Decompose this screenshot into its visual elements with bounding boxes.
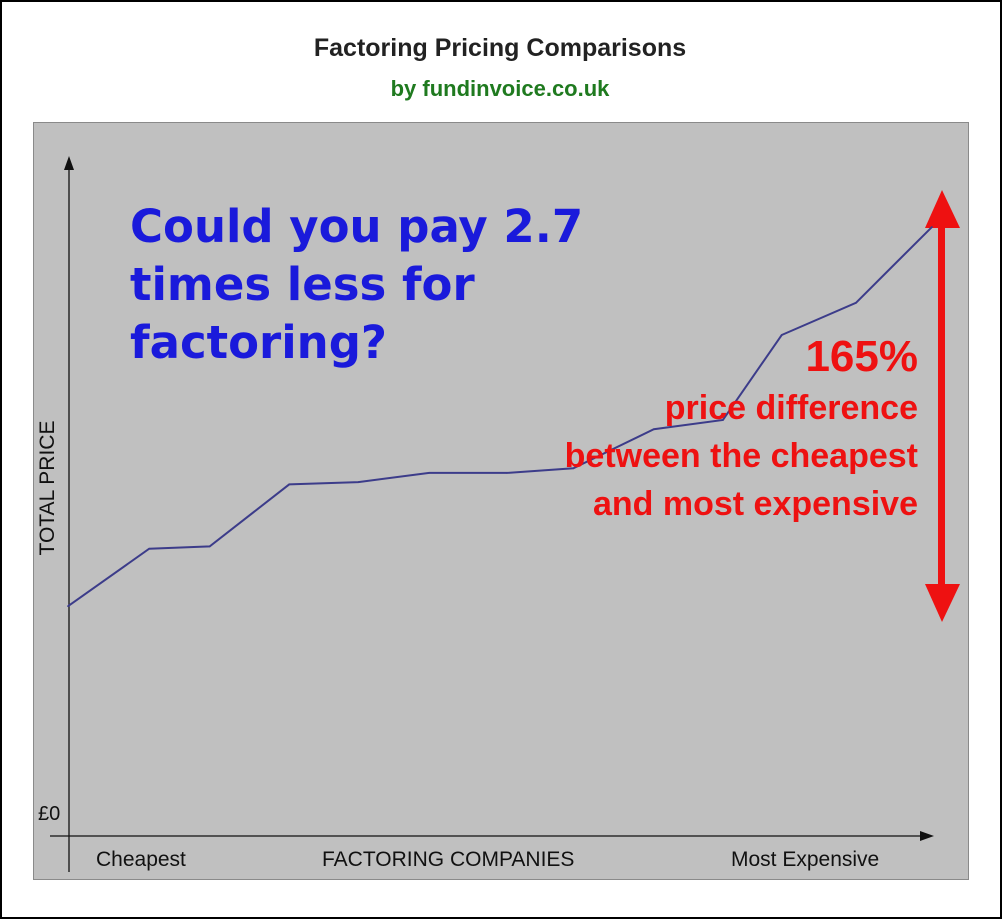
annotation-text: price difference between the cheapest an… <box>564 389 918 523</box>
price-point <box>572 467 575 470</box>
x-tick-cheapest: Cheapest <box>96 848 186 871</box>
plot-area <box>33 122 969 880</box>
chart-subtitle: by fundinvoice.co.uk <box>390 76 610 101</box>
price-point <box>506 472 508 474</box>
x-axis-label: FACTORING COMPANIES <box>322 848 575 871</box>
difference-arrow-bottom-head <box>925 584 960 622</box>
y-origin-label: £0 <box>38 803 61 825</box>
price-point <box>288 483 291 486</box>
y-axis-label-text: TOTAL PRICE <box>36 420 59 556</box>
x-axis-arrowhead <box>920 831 934 841</box>
price-point <box>722 419 724 421</box>
difference-arrow-shaft <box>938 222 945 590</box>
x-tick-most-expensive: Most Expensive <box>731 848 880 871</box>
difference-arrow-top-head <box>925 190 960 228</box>
price-point <box>653 428 655 431</box>
price-point <box>428 472 431 474</box>
price-point <box>148 547 150 550</box>
headline-text: Could you pay 2.7 times less for factori… <box>130 200 584 369</box>
price-point <box>208 545 211 548</box>
price-point <box>780 334 783 336</box>
chart-title: Factoring Pricing Comparisons <box>313 34 687 62</box>
price-point <box>855 302 857 304</box>
price-point <box>357 481 360 483</box>
price-point <box>67 605 69 607</box>
annotation-percent: 165% <box>805 332 918 381</box>
y-axis-arrowhead <box>64 156 74 170</box>
price-difference-annotation: 165% price difference between the cheape… <box>560 330 918 528</box>
price-point <box>931 226 933 228</box>
